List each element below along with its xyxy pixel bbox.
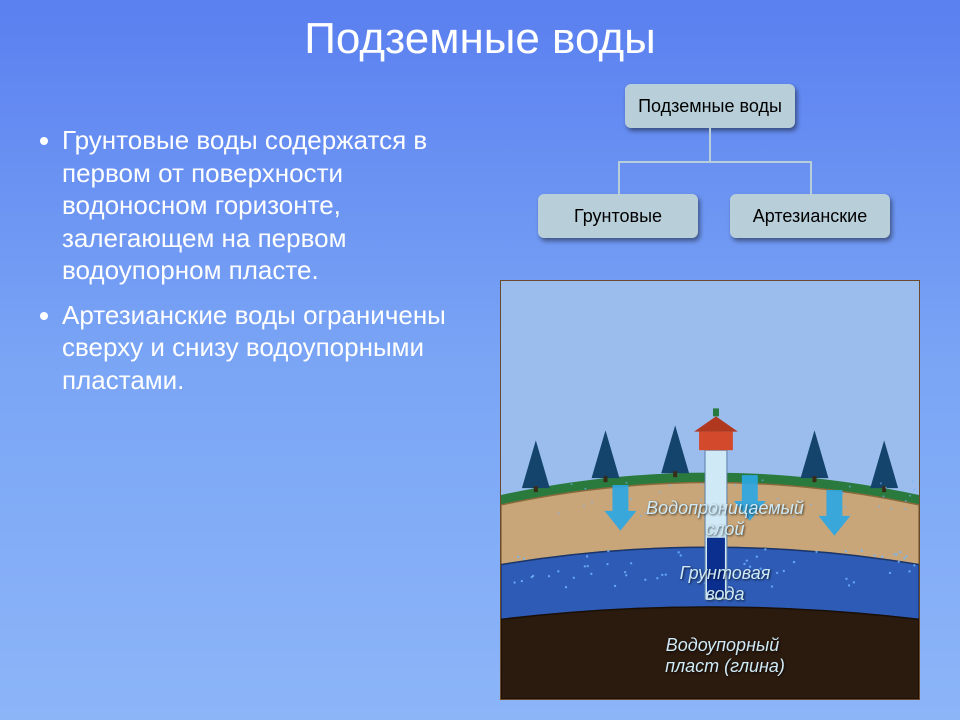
bullet-list: Грунтовые воды содержатся в первом от по… [40, 84, 470, 700]
right-column: Подземные воды Грунтовые Артезианские Водо… [490, 84, 930, 700]
chart-connector [618, 161, 620, 194]
chart-child-box-0: Грунтовые [538, 194, 698, 238]
bullet-icon [40, 312, 48, 320]
page-title: Подземные воды [0, 0, 960, 64]
cross-section-diagram: Водопроницаемый слой Грунтовая вода Водоуп… [500, 280, 920, 700]
hierarchy-chart: Подземные воды Грунтовые Артезианские [520, 84, 900, 274]
chart-connector [618, 161, 812, 163]
list-item: Грунтовые воды содержатся в первом от по… [40, 124, 470, 287]
layer-label-permeable: Водопроницаемый слой [646, 498, 804, 540]
chart-connector [709, 128, 711, 161]
bullet-text: Артезианские воды ограничены сверху и сн… [62, 299, 470, 397]
content-area: Грунтовые воды содержатся в первом от по… [0, 64, 960, 700]
layer-label-aquiclude: Водоупорный пласт (глина) [665, 635, 785, 677]
chart-child-box-1: Артезианские [730, 194, 890, 238]
list-item: Артезианские воды ограничены сверху и сн… [40, 299, 470, 397]
chart-root-box: Подземные воды [625, 84, 795, 128]
bullet-text: Грунтовые воды содержатся в первом от по… [62, 124, 470, 287]
layer-label-groundwater: Грунтовая вода [680, 563, 771, 605]
chart-connector [810, 161, 812, 194]
bullet-icon [40, 137, 48, 145]
